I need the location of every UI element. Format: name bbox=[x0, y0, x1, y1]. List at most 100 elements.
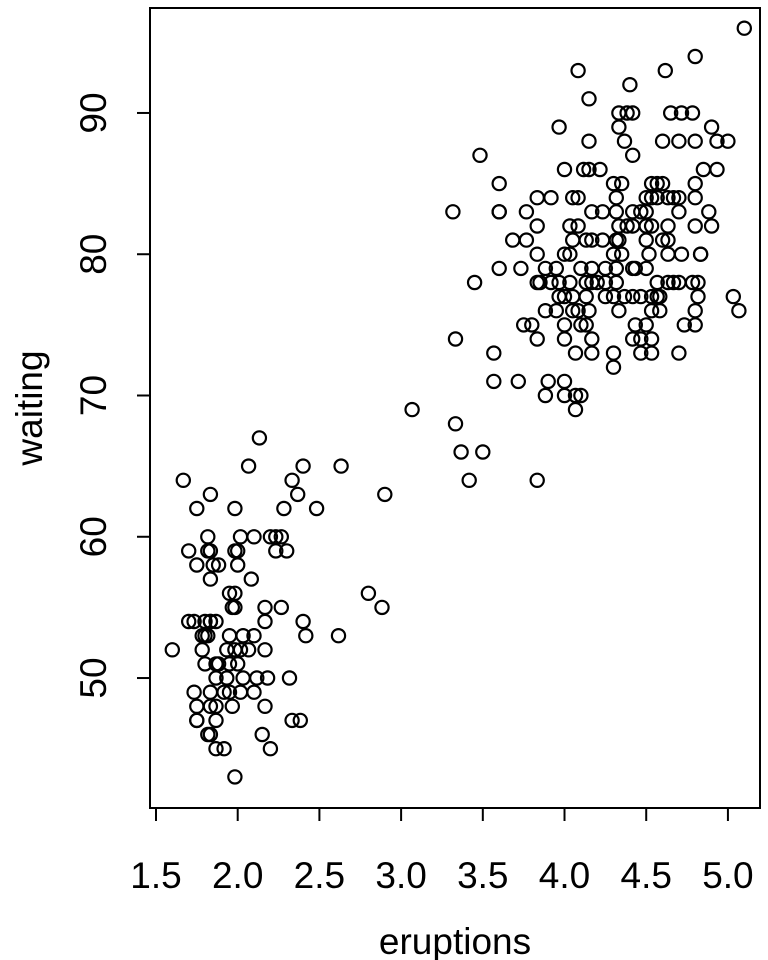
data-point bbox=[529, 472, 545, 488]
data-point bbox=[232, 684, 249, 700]
data-point bbox=[221, 684, 238, 700]
data-point bbox=[529, 331, 545, 347]
data-point bbox=[581, 161, 597, 178]
data-point bbox=[731, 303, 747, 319]
data-point bbox=[246, 529, 262, 545]
data-point bbox=[573, 387, 589, 404]
data-point bbox=[687, 133, 703, 149]
data-point bbox=[180, 613, 197, 630]
data-point bbox=[614, 246, 630, 262]
data-point bbox=[616, 133, 633, 149]
data-point bbox=[616, 288, 633, 305]
data-point bbox=[221, 628, 238, 644]
data-point bbox=[584, 260, 600, 277]
data-point bbox=[665, 189, 682, 206]
data-point bbox=[687, 48, 703, 65]
data-point bbox=[290, 486, 306, 503]
data-point bbox=[654, 232, 671, 248]
data-point bbox=[537, 260, 554, 277]
data-point bbox=[262, 529, 279, 545]
data-point bbox=[581, 303, 597, 319]
data-point bbox=[453, 444, 469, 460]
data-point bbox=[633, 288, 649, 305]
data-point bbox=[687, 218, 703, 234]
data-point bbox=[625, 260, 641, 277]
data-point bbox=[581, 133, 597, 149]
data-point bbox=[164, 642, 180, 658]
data-point bbox=[295, 458, 311, 474]
data-point bbox=[625, 105, 641, 121]
y-tick-label: 50 bbox=[73, 657, 114, 698]
data-point bbox=[622, 76, 638, 93]
data-point bbox=[619, 218, 635, 234]
data-point bbox=[570, 218, 586, 234]
data-point bbox=[611, 119, 627, 135]
data-point bbox=[284, 712, 300, 729]
data-point bbox=[295, 613, 311, 630]
data-point bbox=[556, 246, 573, 262]
data-point bbox=[570, 62, 586, 79]
data-point bbox=[575, 161, 592, 178]
data-point bbox=[573, 260, 589, 277]
data-point bbox=[584, 232, 600, 248]
data-point bbox=[249, 670, 265, 686]
data-point bbox=[567, 345, 584, 361]
data-point bbox=[518, 232, 535, 248]
data-point bbox=[548, 303, 565, 319]
data-point bbox=[673, 105, 690, 121]
data-point bbox=[374, 599, 390, 616]
data-point bbox=[652, 288, 668, 305]
data-point bbox=[189, 557, 205, 573]
data-point bbox=[597, 274, 614, 291]
data-point bbox=[643, 218, 660, 234]
data-point bbox=[513, 260, 529, 277]
data-point bbox=[633, 204, 649, 220]
data-point bbox=[556, 387, 573, 404]
data-point bbox=[205, 557, 221, 573]
data-point bbox=[529, 246, 545, 262]
data-point bbox=[709, 161, 725, 178]
data-point bbox=[189, 500, 205, 517]
data-point bbox=[308, 500, 325, 517]
data-point bbox=[404, 401, 420, 418]
x-tick-label: 3.0 bbox=[375, 855, 426, 896]
data-point bbox=[254, 726, 270, 743]
data-point bbox=[516, 317, 532, 333]
data-point bbox=[584, 204, 600, 220]
data-point bbox=[175, 472, 191, 488]
data-point bbox=[684, 274, 701, 291]
data-point bbox=[562, 274, 578, 291]
data-point bbox=[703, 218, 720, 234]
data-point bbox=[246, 628, 262, 644]
data-point bbox=[690, 288, 706, 305]
data-point bbox=[279, 543, 295, 559]
data-point bbox=[475, 444, 491, 460]
points-layer bbox=[164, 20, 753, 785]
data-point bbox=[565, 303, 581, 319]
data-point bbox=[257, 613, 273, 630]
data-point bbox=[611, 232, 627, 248]
data-point bbox=[333, 458, 349, 474]
data-point bbox=[200, 543, 216, 559]
x-tick-label: 2.0 bbox=[212, 855, 263, 896]
data-point bbox=[259, 670, 276, 686]
data-point bbox=[720, 133, 736, 149]
x-tick-label: 1.5 bbox=[130, 855, 181, 896]
data-point bbox=[208, 613, 224, 630]
y-tick-label: 60 bbox=[73, 516, 114, 557]
data-point bbox=[649, 175, 665, 192]
data-point bbox=[281, 670, 298, 686]
data-point bbox=[584, 331, 600, 347]
data-point bbox=[491, 260, 507, 277]
data-point bbox=[461, 472, 477, 488]
data-point bbox=[643, 189, 660, 206]
data-point bbox=[543, 274, 559, 291]
data-point bbox=[643, 345, 660, 361]
data-point bbox=[202, 486, 219, 503]
data-point bbox=[562, 246, 578, 262]
data-point bbox=[466, 274, 483, 291]
data-point bbox=[200, 726, 216, 743]
